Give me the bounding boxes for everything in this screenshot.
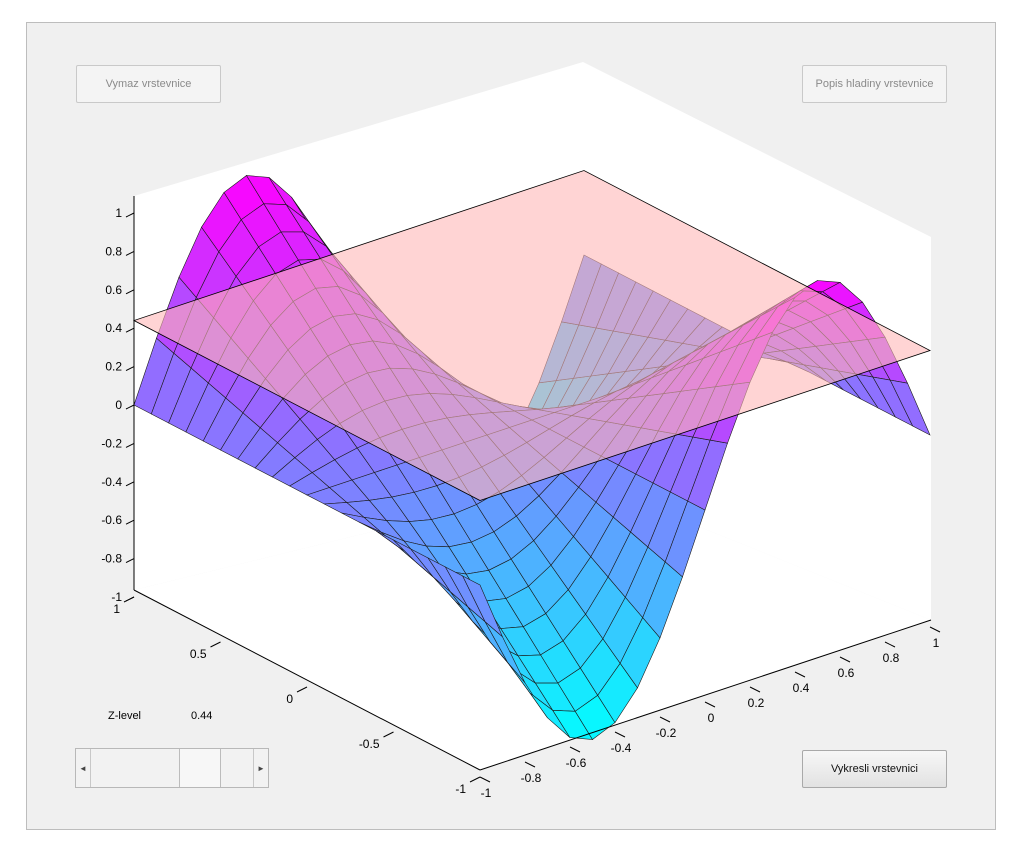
z-level-plane <box>132 170 932 501</box>
z-tick-label: -0.2 <box>101 436 122 450</box>
x-tick-label: 0 <box>708 711 715 725</box>
x-tick-label: 1 <box>933 636 940 650</box>
z-level-value: 0.44 <box>191 710 213 722</box>
describe-level-button[interactable]: Popis hladiny vrstevnice <box>802 65 947 103</box>
x-tick-label: -0.2 <box>656 726 677 740</box>
z-tick-label: -0.6 <box>101 513 122 527</box>
z-tick-label: -1 <box>111 590 122 604</box>
y-tick-label: -1 <box>455 782 466 796</box>
z-level-slider[interactable]: ◄ ► <box>75 748 269 788</box>
x-axis <box>479 619 932 771</box>
z-level-label: Z-level <box>108 710 142 722</box>
y-tick-label: 0.5 <box>190 647 207 661</box>
x-tick-label: -1 <box>481 786 492 800</box>
z-tick-label: 0 <box>115 398 122 412</box>
clear-contours-button[interactable]: Vymaz vrstevnice <box>76 65 221 103</box>
z-tick-label: 0.2 <box>105 360 122 374</box>
x-tick-label: 0.6 <box>838 666 855 680</box>
surface-patch <box>889 379 931 436</box>
z-tick-label: 0.8 <box>105 244 122 258</box>
x-tick-label: -0.6 <box>566 756 587 770</box>
z-tick-label: -0.4 <box>101 475 122 489</box>
y-tick-label: -0.5 <box>359 737 380 751</box>
z-tick-label: -0.8 <box>101 552 122 566</box>
z-tick-label: 1 <box>115 206 122 220</box>
slider-right-arrow-icon[interactable]: ► <box>253 749 268 787</box>
y-axis <box>133 589 481 771</box>
x-tick-label: 0.8 <box>883 651 900 665</box>
slider-left-arrow-icon[interactable]: ◄ <box>76 749 91 787</box>
x-tick-label: -0.4 <box>611 741 632 755</box>
y-tick-label: 1 <box>113 602 120 616</box>
y-tick-label: 0 <box>286 692 293 706</box>
x-tick-label: -0.8 <box>521 771 542 785</box>
draw-contour-button[interactable]: Vykresli vrstevnici <box>802 750 947 788</box>
x-tick-label: 0.2 <box>748 696 765 710</box>
z-tick-label: 0.4 <box>105 321 122 335</box>
slider-thumb[interactable] <box>179 749 222 787</box>
z-tick-label: 0.6 <box>105 283 122 297</box>
surface-mesh <box>132 170 932 740</box>
x-tick-label: 0.4 <box>793 681 810 695</box>
